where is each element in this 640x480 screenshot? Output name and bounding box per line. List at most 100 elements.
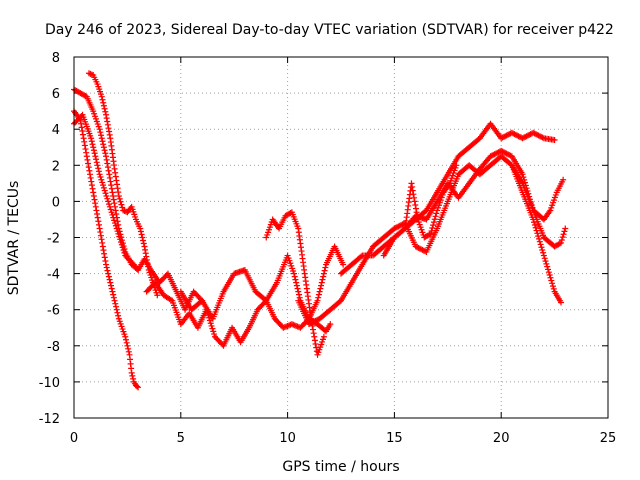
data-point [541, 255, 548, 262]
data-point [89, 185, 96, 192]
data-point [543, 260, 550, 267]
data-point [135, 266, 142, 273]
data-point [531, 130, 538, 137]
data-point [511, 131, 518, 138]
data-point [506, 151, 513, 158]
data-point [111, 297, 118, 304]
data-point [113, 306, 120, 313]
y-tick-label: 2 [52, 159, 60, 174]
data-point [112, 300, 119, 307]
data-point [111, 200, 118, 207]
data-point [108, 185, 115, 192]
data-point [105, 270, 112, 277]
data-point [88, 135, 95, 142]
data-point [526, 131, 533, 138]
data-point [415, 244, 422, 251]
data-point [559, 234, 566, 241]
data-point [310, 330, 317, 337]
data-point [549, 283, 556, 290]
data-point [104, 121, 111, 128]
data-point [106, 203, 113, 210]
data-point [412, 205, 419, 212]
data-point [549, 280, 556, 287]
data-point [100, 247, 107, 254]
data-point [487, 153, 494, 160]
data-point [291, 270, 298, 277]
data-point [548, 277, 555, 284]
data-point [500, 149, 507, 156]
data-point [312, 317, 319, 324]
x-axis-label: GPS time / hours [282, 459, 399, 475]
data-point [112, 203, 119, 210]
data-point [322, 264, 329, 271]
data-point [319, 276, 326, 283]
data-point [117, 198, 124, 205]
series-track-g [263, 209, 327, 358]
data-point [396, 222, 403, 229]
data-point [545, 266, 552, 273]
data-point [494, 149, 501, 156]
data-point [408, 180, 415, 187]
data-point [95, 221, 102, 228]
data-point [107, 178, 114, 185]
data-point [311, 333, 318, 340]
data-point [295, 288, 302, 295]
data-point [103, 192, 110, 199]
data-point [109, 189, 116, 196]
data-point [112, 173, 119, 180]
data-point [540, 249, 547, 256]
data-point [91, 196, 98, 203]
data-point [538, 244, 545, 251]
data-point [93, 159, 100, 166]
data-point [508, 129, 515, 136]
x-tick-label: 20 [493, 431, 510, 446]
data-point [86, 167, 93, 174]
data-point [114, 218, 121, 225]
data-point [103, 115, 110, 122]
data-point [121, 246, 128, 253]
data-point [492, 150, 499, 157]
data-point [111, 217, 118, 224]
chart-title: Day 246 of 2023, Sidereal Day-to-day VTE… [45, 22, 614, 38]
data-point [314, 297, 321, 304]
data-point [414, 212, 421, 219]
data-point [96, 126, 103, 133]
data-point [97, 174, 104, 181]
data-point [84, 156, 91, 163]
data-point [90, 147, 97, 154]
data-point [558, 237, 565, 244]
data-point [307, 320, 314, 327]
data-point [83, 149, 90, 156]
data-point [101, 187, 108, 194]
data-point [560, 231, 567, 238]
data-point [99, 96, 106, 103]
data-point [88, 178, 95, 185]
data-point [520, 134, 527, 141]
data-point [108, 282, 115, 289]
data-point [87, 174, 94, 181]
data-point [561, 228, 568, 235]
data-point [109, 211, 116, 218]
data-point [104, 118, 111, 125]
data-point [128, 369, 135, 376]
data-point [89, 141, 96, 148]
y-axis-label: SDTVAR / TECUs [6, 181, 22, 296]
data-point [426, 231, 433, 238]
data-point [527, 131, 534, 138]
data-point [103, 264, 110, 271]
data-point [510, 130, 517, 137]
data-point [315, 294, 322, 301]
data-point [112, 169, 119, 176]
data-point [106, 128, 113, 135]
data-point [101, 105, 108, 112]
data-point [81, 138, 88, 145]
data-point [140, 237, 147, 244]
data-point [98, 93, 105, 100]
data-point [79, 131, 86, 138]
data-point [546, 271, 553, 278]
data-point [512, 131, 519, 138]
data-point [139, 234, 146, 241]
data-point [428, 227, 435, 234]
data-point [317, 285, 324, 292]
data-point [293, 279, 300, 286]
